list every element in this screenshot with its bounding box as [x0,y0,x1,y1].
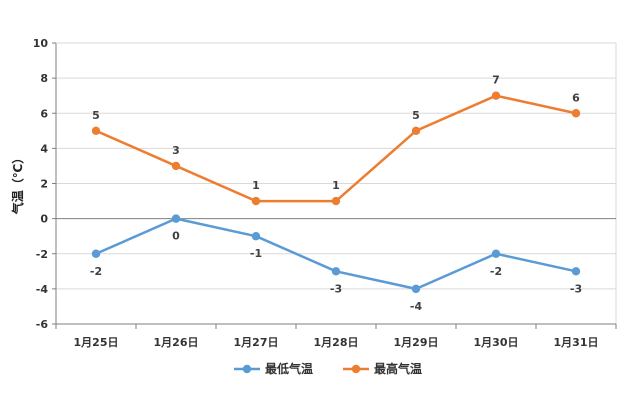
y-tick-label: -2 [36,248,48,261]
data-label: -4 [410,300,423,313]
legend-label: 最高气温 [374,361,422,376]
data-point [491,249,501,258]
data-point [331,196,341,206]
gridlines [56,42,616,325]
y-tick-label: 10 [33,37,49,50]
y-tick-label: 2 [40,178,48,191]
data-point [331,267,341,276]
legend-label: 最低气温 [265,361,313,376]
data-point [171,161,181,171]
data-label: 1 [332,179,340,192]
legend[interactable]: 最低气温 最高气温 [234,361,422,376]
data-label: -3 [570,282,582,295]
y-tick-label: 0 [40,213,48,226]
data-point [411,126,421,136]
data-point [411,284,421,294]
y-tick-label: 6 [40,107,48,120]
legend-item[interactable]: 最低气温 [234,361,313,376]
data-point [91,126,101,136]
legend-marker [351,364,361,374]
y-tick-label: -4 [36,283,49,296]
series-layer: -2 0 -1 -3 -4 -2 -3 5 3 1 1 5 7 6 [90,74,582,313]
data-point [91,249,101,258]
data-point [491,91,501,100]
data-point [171,214,181,223]
y-axis-ticks: 10 8 6 4 2 0 -2 -4 -6 [33,37,49,331]
data-label: -1 [250,247,262,260]
x-axis-ticks: 1月25日 1月26日 1月27日 1月28日 1月29日 1月30日 1月31日 [74,336,599,349]
data-label: 1 [252,179,260,192]
data-label: 0 [172,230,180,243]
x-tick-label: 1月27日 [234,336,279,349]
legend-marker [242,364,252,374]
data-label: 6 [572,91,580,104]
series-0: -2 0 -1 -3 -4 -2 -3 [90,214,582,313]
data-label: 7 [492,74,500,87]
data-label: 3 [172,144,180,157]
axes [52,42,617,329]
data-point [571,109,581,118]
data-point [251,231,261,241]
data-label: -3 [330,282,342,295]
y-tick-label: -6 [36,318,49,331]
x-tick-label: 1月31日 [554,336,599,349]
y-axis-title: 气温（℃） [10,152,25,216]
legend-item[interactable]: 最高气温 [343,361,422,376]
x-tick-label: 1月25日 [74,336,119,349]
data-point [571,267,581,276]
series-1: 5 3 1 1 5 7 6 [91,74,581,206]
x-tick-label: 1月26日 [154,336,199,349]
y-tick-label: 8 [40,72,48,85]
data-label: -2 [490,265,502,278]
data-point [251,196,261,206]
data-label: 5 [92,109,100,122]
x-tick-label: 1月29日 [394,336,439,349]
x-tick-label: 1月30日 [474,336,519,349]
y-tick-label: 4 [40,142,48,155]
data-label: 5 [412,109,420,122]
data-label: -2 [90,265,102,278]
x-tick-label: 1月28日 [314,336,359,349]
